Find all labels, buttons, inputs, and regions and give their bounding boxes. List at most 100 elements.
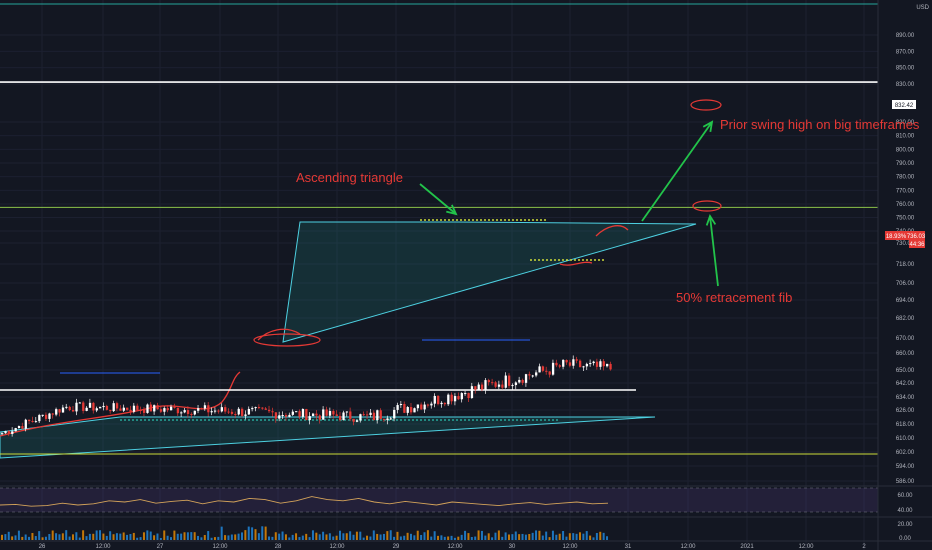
volume-bar [578,532,581,540]
price-tick-label: 820.00 [896,120,915,126]
candle-body [433,395,436,404]
candle-body [342,412,345,421]
arrow-ascending-head [446,204,458,216]
candle-body [190,413,193,415]
candle-body [92,402,95,411]
volume-bar [68,536,71,540]
candle-body [416,404,420,409]
volume-bar [102,533,105,540]
volume-bar [51,530,54,540]
volume-bar [494,532,497,540]
pattern-drawings [0,219,697,459]
price-tick-label: 800.00 [896,147,915,153]
candle-body [484,380,487,390]
candle-body [504,375,507,388]
candle-body [153,405,156,412]
volume-bar [271,536,274,540]
candle-body [295,411,298,413]
candle-body [156,405,159,410]
candle-body [274,412,278,419]
candle-body [609,363,612,370]
volume-bar [585,531,588,540]
volume-bar [308,537,311,540]
candle-body [396,405,399,410]
candle-body [339,415,342,421]
candle-body [136,405,139,410]
candle-body [1,433,4,435]
volume-bar [291,534,294,540]
candle-body [261,407,264,409]
volume-bar [251,527,254,540]
volume-bar [399,536,402,540]
candle-body [555,362,558,366]
candle-body [528,374,531,376]
candle-body [406,407,409,413]
volume-bar [568,533,571,540]
volume-bar [170,537,172,540]
price-tick-label: 718.00 [896,262,915,268]
price-axis[interactable]: 890.00 870.00 850.00 830.00 820.00 810.00 800.… [877,0,926,550]
candle-body [464,393,467,395]
candle-body [284,415,288,417]
candle-body [31,421,34,423]
volume-bar [284,534,287,540]
time-tick-label: 29 [393,544,400,550]
volume-bar [71,534,74,540]
volume-pane: 0.00 [0,516,932,542]
volume-bar [504,532,507,540]
candle-body [389,418,392,420]
candlestick-series [1,355,612,437]
volume-bar [420,534,423,540]
candle-body [159,409,163,412]
candle-body [311,413,315,417]
volume-bar [423,532,426,540]
time-tick-label: 2 [862,544,866,550]
candle-body [176,407,180,414]
volume-bar [535,530,538,540]
volume-bar [224,535,227,540]
candle-body [308,416,311,421]
volume-bar [318,534,321,540]
volume-bar [524,534,527,540]
candle-body [420,404,423,410]
candle-body [349,411,352,419]
volume-bar [511,534,514,540]
candle-body [369,412,372,416]
volume-bar [595,532,598,540]
time-tick-label: 12:00 [680,544,696,550]
volume-bar [396,531,399,540]
candle-body [132,405,136,412]
candle-body [328,411,332,416]
candle-body [474,386,477,390]
candle-body [220,407,223,412]
red-curve-top [595,225,629,237]
volume-bar [126,534,129,540]
candle-body [578,360,582,368]
price-tick-label: 650.00 [896,368,915,374]
volume-bar [132,532,135,540]
candle-body [413,408,416,413]
candle-body [447,394,450,405]
volume-bar [376,533,379,540]
red-curve-mid [257,328,301,341]
volume-bar [1,534,3,540]
volume-bar [264,526,267,540]
arrow-ascending [419,183,457,215]
candle-body [538,366,541,373]
time-axis[interactable]: 26 12:00 27 12:00 28 12:00 29 12:00 30 12:00 31 12:… [0,540,932,550]
price-tick-label: 830.00 [896,82,915,88]
candle-body [335,414,338,416]
candle-body [237,408,240,415]
volume-bar [31,532,34,540]
annotation-arrows [419,99,722,287]
price-tick-label: 780.00 [896,175,915,181]
annotation-fib: 50% retracement fib [676,290,792,305]
candle-body [494,382,497,387]
candle-body [61,407,65,413]
volume-bar [193,532,196,540]
candle-body [372,412,376,421]
candle-body [193,410,196,415]
candle-body [460,393,463,400]
volume-bar [518,534,521,540]
